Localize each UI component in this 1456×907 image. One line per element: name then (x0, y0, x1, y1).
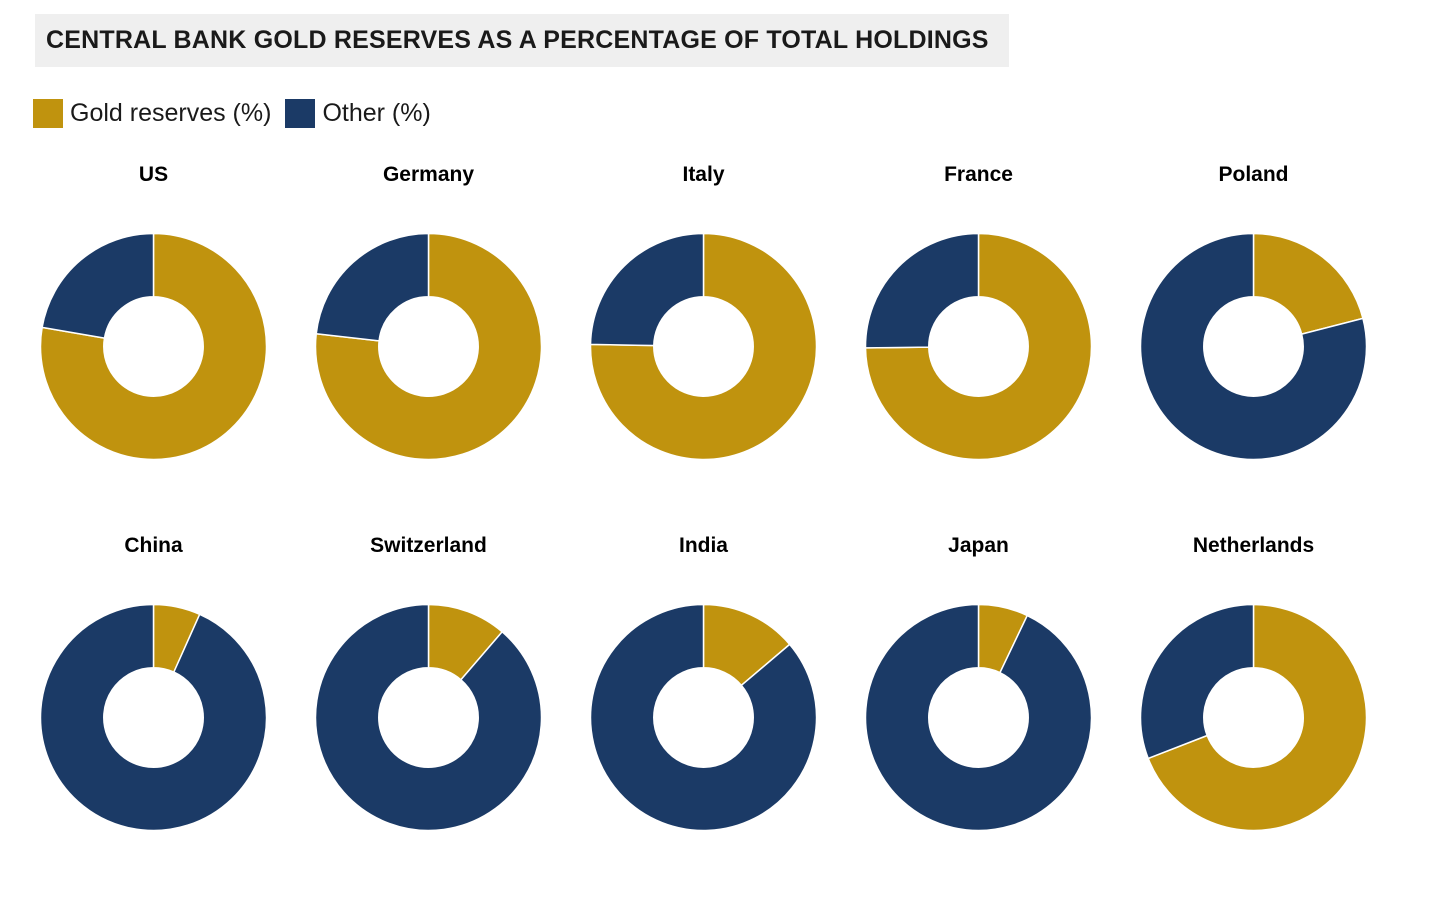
country-label: India (678, 534, 728, 557)
country-label: Poland (1218, 163, 1289, 186)
legend-item-gold: Gold reserves (%) (33, 99, 271, 128)
gold-slice (590, 233, 817, 460)
other-swatch-icon (285, 99, 316, 128)
gold-slice (1252, 233, 1364, 335)
chart-legend: Gold reserves (%) Other (%) (33, 99, 445, 128)
gold-swatch-icon (33, 99, 63, 128)
donut-cell-japan: Japan (865, 531, 1092, 831)
donut-cell-poland: Poland (1140, 160, 1367, 460)
country-label: Switzerland (370, 534, 487, 557)
donut-cell-us: US (40, 160, 267, 460)
other-slice (865, 233, 980, 349)
gold-slice (40, 233, 267, 460)
gold-slice (315, 233, 542, 460)
donut-cell-italy: Italy (590, 160, 817, 460)
chart-title-bar: CENTRAL BANK GOLD RESERVES AS A PERCENTA… (35, 14, 1009, 67)
gold-slice (1147, 604, 1367, 831)
country-label: France (944, 163, 1013, 186)
country-label: Netherlands (1192, 534, 1315, 557)
country-label: Germany (382, 163, 475, 186)
donut-cell-germany: Germany (315, 160, 542, 460)
chart-title: CENTRAL BANK GOLD RESERVES AS A PERCENTA… (46, 26, 989, 54)
legend-label-gold: Gold reserves (%) (70, 99, 272, 127)
country-label: US (138, 163, 169, 186)
country-label: China (124, 534, 183, 557)
donut-cell-india: India (590, 531, 817, 831)
other-slice (41, 233, 155, 339)
donut-cell-netherlands: Netherlands (1140, 531, 1367, 831)
donut-chart (865, 604, 1092, 831)
donut-chart (40, 233, 267, 460)
legend-label-other: Other (%) (322, 99, 431, 127)
legend-item-other: Other (%) (285, 99, 431, 128)
donut-chart (40, 604, 267, 831)
other-slice (1140, 233, 1367, 460)
donut-chart (590, 233, 817, 460)
donut-chart (865, 233, 1092, 460)
other-slice (40, 604, 267, 831)
country-label: Italy (682, 163, 725, 186)
country-label: Japan (948, 534, 1009, 557)
other-slice (315, 233, 430, 342)
other-slice (590, 233, 705, 347)
donut-chart (315, 604, 542, 831)
donut-cell-china: China (40, 531, 267, 831)
donut-cell-france: France (865, 160, 1092, 460)
donut-chart (1140, 604, 1367, 831)
gold-slice (865, 233, 1092, 460)
donut-cell-switzerland: Switzerland (315, 531, 542, 831)
other-slice (1140, 604, 1255, 760)
donut-chart (315, 233, 542, 460)
donut-chart (590, 604, 817, 831)
other-slice (865, 604, 1092, 831)
other-slice (590, 604, 817, 831)
donut-chart (1140, 233, 1367, 460)
other-slice (315, 604, 542, 831)
donut-charts-grid: US Germany Italy France Poland China Switzerla… (40, 160, 1367, 831)
